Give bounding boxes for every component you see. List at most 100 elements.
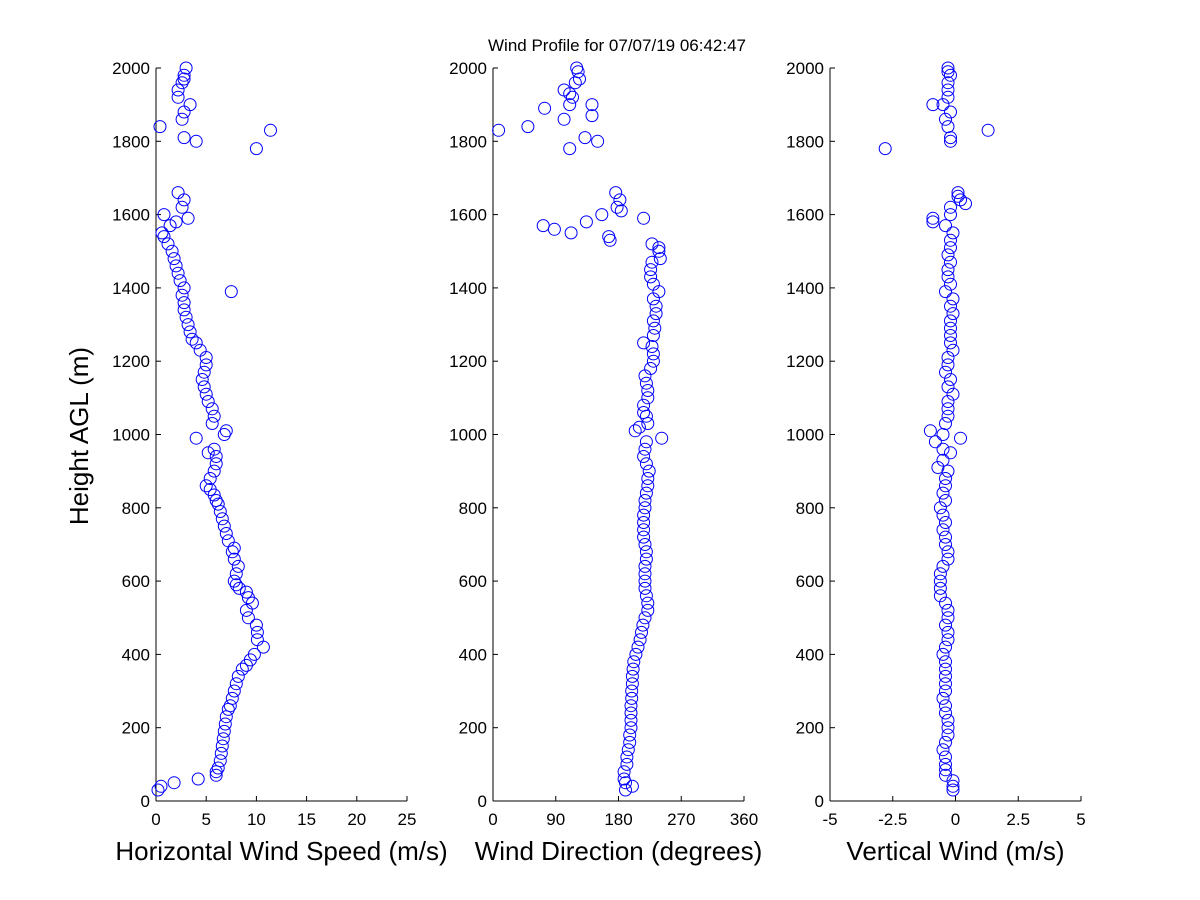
data-point — [221, 534, 235, 548]
data-point — [931, 461, 945, 474]
data-point — [946, 292, 960, 306]
data-point — [638, 559, 652, 573]
data-point — [646, 277, 660, 291]
data-point — [250, 625, 264, 639]
data-point — [941, 545, 955, 559]
y-tick-label: 0 — [141, 792, 150, 811]
data-point — [939, 706, 952, 720]
data-point — [203, 472, 217, 485]
data-point — [209, 768, 223, 782]
data-point — [941, 625, 955, 639]
data-point — [231, 559, 245, 573]
data-point — [557, 112, 571, 126]
data-point — [944, 200, 957, 214]
data-point — [201, 395, 215, 408]
data-point — [941, 409, 955, 423]
x-tick-label: 25 — [398, 810, 417, 829]
data-point — [941, 464, 955, 478]
data-point — [171, 186, 185, 200]
data-point — [639, 486, 653, 500]
data-point — [181, 211, 195, 225]
data-point — [547, 222, 561, 236]
data-point — [638, 581, 652, 595]
y-tick-label: 400 — [459, 645, 487, 664]
data-point — [939, 417, 952, 430]
data-point — [169, 259, 183, 273]
data-point — [628, 424, 642, 438]
data-point — [641, 603, 655, 617]
data-point — [941, 728, 955, 742]
data-point — [624, 713, 638, 727]
data-point — [637, 508, 651, 522]
data-point — [946, 387, 960, 401]
data-point — [941, 402, 955, 416]
data-point — [585, 109, 599, 123]
data-point — [641, 479, 655, 493]
data-point — [638, 442, 652, 456]
data-point — [936, 647, 950, 661]
y-tick-label: 800 — [796, 499, 824, 518]
data-point — [648, 321, 662, 335]
data-point — [939, 494, 952, 507]
data-point — [627, 655, 641, 669]
data-point — [639, 589, 653, 603]
y-tick-label: 1600 — [112, 206, 150, 225]
data-point — [944, 373, 957, 386]
data-point — [939, 735, 952, 749]
data-point — [941, 351, 955, 364]
data-point — [636, 618, 650, 632]
data-point — [939, 219, 952, 233]
data-point — [645, 255, 659, 269]
chart-panel-3: 0 200 400 600 800 1000 1200 1400 1600 1800 2000 -5 -… — [786, 59, 1086, 866]
figure-title: Wind Profile for 07/07/19 06:42:47 — [488, 36, 746, 55]
data-point — [653, 252, 667, 266]
data-point — [189, 431, 203, 445]
data-point — [639, 457, 653, 471]
data-point — [944, 277, 957, 291]
data-point — [926, 211, 940, 225]
data-point — [227, 552, 241, 566]
data-point — [229, 578, 243, 592]
x-tick-label: 0 — [151, 810, 160, 829]
y-tick-label: 2000 — [449, 59, 487, 78]
data-point — [207, 409, 221, 423]
data-point — [954, 431, 967, 445]
data-point — [936, 428, 950, 441]
data-point — [944, 314, 957, 328]
data-point — [227, 574, 241, 588]
data-point — [625, 691, 639, 705]
data-point — [946, 779, 960, 793]
y-tick-label: 600 — [122, 572, 150, 591]
data-point — [171, 83, 185, 97]
data-point — [638, 567, 652, 581]
data-point — [181, 318, 195, 332]
data-point — [153, 120, 167, 134]
data-point — [623, 728, 637, 742]
data-point — [939, 112, 952, 126]
data-point — [941, 270, 955, 284]
data-point — [646, 347, 660, 361]
data-point — [625, 684, 639, 698]
data-point — [209, 457, 223, 471]
data-point — [941, 90, 955, 104]
y-tick-label: 200 — [796, 719, 824, 738]
data-point — [264, 123, 277, 137]
data-point — [191, 772, 205, 786]
data-point — [213, 505, 227, 518]
data-point — [165, 244, 179, 258]
data-point — [638, 501, 652, 515]
data-point — [936, 442, 950, 456]
data-point — [939, 677, 952, 691]
data-point — [928, 435, 942, 449]
data-point — [941, 552, 955, 566]
data-point — [941, 611, 955, 625]
data-point — [235, 662, 249, 676]
data-point — [637, 398, 651, 412]
data-point — [617, 765, 631, 779]
y-tick-label: 1000 — [786, 426, 824, 445]
data-point — [641, 391, 655, 405]
data-point — [981, 123, 995, 137]
data-point — [229, 677, 243, 691]
data-point — [646, 354, 660, 368]
chart-panel-1: 0 200 400 600 800 1000 1200 1400 1600 1800 2000 0 5 1… — [112, 59, 448, 866]
